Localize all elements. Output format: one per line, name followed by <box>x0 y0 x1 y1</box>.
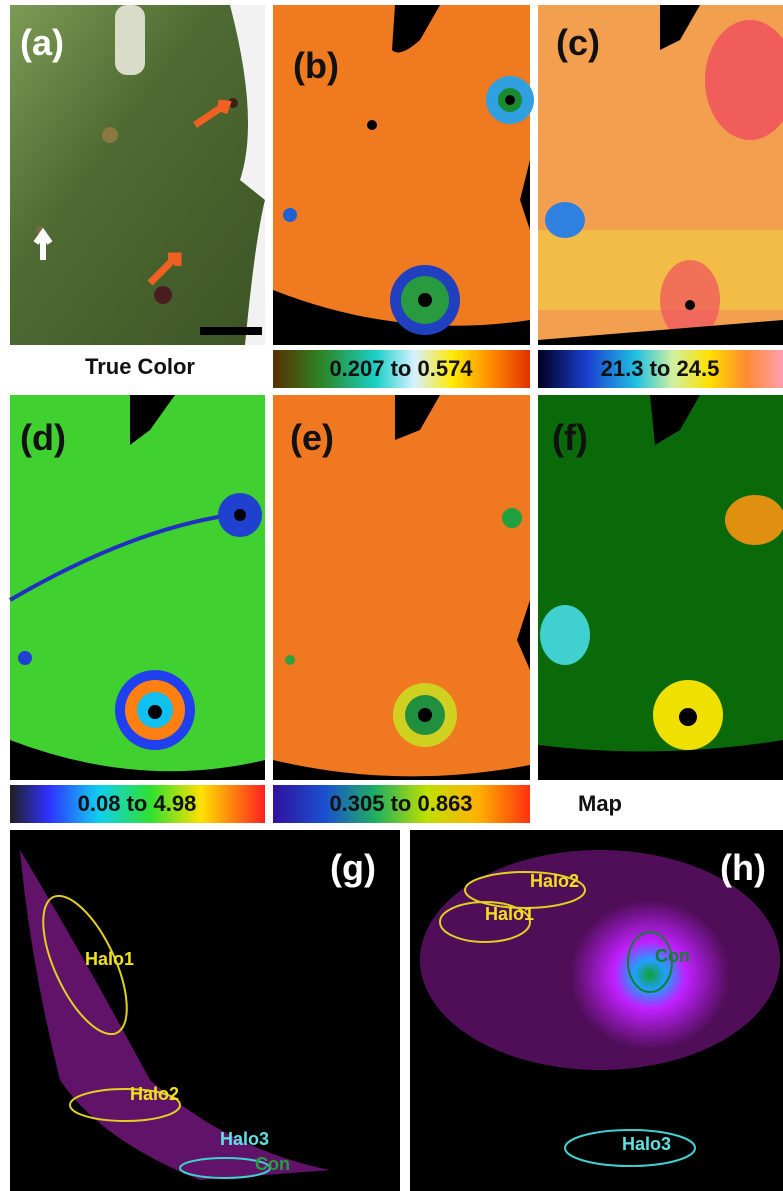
lesion <box>679 708 697 726</box>
point-cloud <box>570 900 730 1050</box>
lesion <box>148 705 162 719</box>
lesion <box>418 708 432 722</box>
panel-label: (b) <box>293 45 339 86</box>
cluster-label: Halo2 <box>530 871 579 891</box>
lesion <box>18 651 32 665</box>
caption: 0.08 to 4.98 <box>78 791 197 816</box>
cluster-label: Halo2 <box>130 1084 179 1104</box>
region <box>540 605 590 665</box>
caption: 21.3 to 24.5 <box>601 356 720 381</box>
panel-label: (f) <box>552 417 588 458</box>
cluster-label: Halo1 <box>85 949 134 969</box>
lesion <box>505 95 515 105</box>
lesion <box>285 655 295 665</box>
lesion <box>283 208 297 222</box>
cluster-label: Con <box>255 1154 290 1174</box>
cluster-label: Halo3 <box>622 1134 671 1154</box>
caption: True Color <box>85 354 195 379</box>
cluster-label: Halo1 <box>485 904 534 924</box>
spot <box>102 127 118 143</box>
cluster-label: Halo3 <box>220 1129 269 1149</box>
cluster-label: Con <box>655 946 690 966</box>
spot <box>154 286 172 304</box>
panel-label: (h) <box>720 847 766 888</box>
lesion <box>502 508 522 528</box>
stem <box>115 5 145 75</box>
lesion <box>685 300 695 310</box>
caption: Map <box>578 791 622 816</box>
scale-bar <box>200 327 262 335</box>
panel-label: (g) <box>330 847 376 888</box>
caption: 0.207 to 0.574 <box>329 356 473 381</box>
region <box>725 495 783 545</box>
panel-label: (c) <box>556 22 600 63</box>
lesion <box>418 293 432 307</box>
figure: (a) True Color (b) 0.207 to 0.574 (c) 21… <box>0 0 783 1191</box>
panel-label: (a) <box>20 22 64 63</box>
panel-label: (d) <box>20 417 66 458</box>
lesion <box>234 509 246 521</box>
lesion <box>367 120 377 130</box>
region <box>545 202 585 238</box>
caption: 0.305 to 0.863 <box>329 791 472 816</box>
panel-label: (e) <box>290 417 334 458</box>
